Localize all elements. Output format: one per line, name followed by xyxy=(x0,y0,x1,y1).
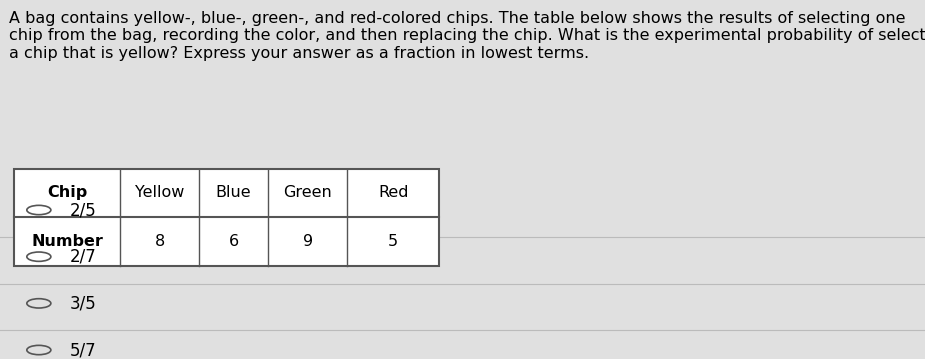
Text: 5/7: 5/7 xyxy=(69,341,96,359)
Text: 8: 8 xyxy=(154,234,165,249)
Text: 2/5: 2/5 xyxy=(69,201,96,219)
Text: Yellow: Yellow xyxy=(135,186,184,200)
Bar xyxy=(14,169,439,266)
Text: Number: Number xyxy=(31,234,103,249)
Text: Red: Red xyxy=(378,186,408,200)
Text: 2/7: 2/7 xyxy=(69,248,96,266)
Text: A bag contains yellow-, blue-, green-, and red-colored chips. The table below sh: A bag contains yellow-, blue-, green-, a… xyxy=(9,11,925,61)
Text: Chip: Chip xyxy=(47,186,87,200)
Text: 9: 9 xyxy=(302,234,313,249)
Text: 3/5: 3/5 xyxy=(69,294,96,312)
Text: Blue: Blue xyxy=(216,186,252,200)
Text: Green: Green xyxy=(283,186,332,200)
Text: 5: 5 xyxy=(388,234,398,249)
Text: 6: 6 xyxy=(228,234,239,249)
